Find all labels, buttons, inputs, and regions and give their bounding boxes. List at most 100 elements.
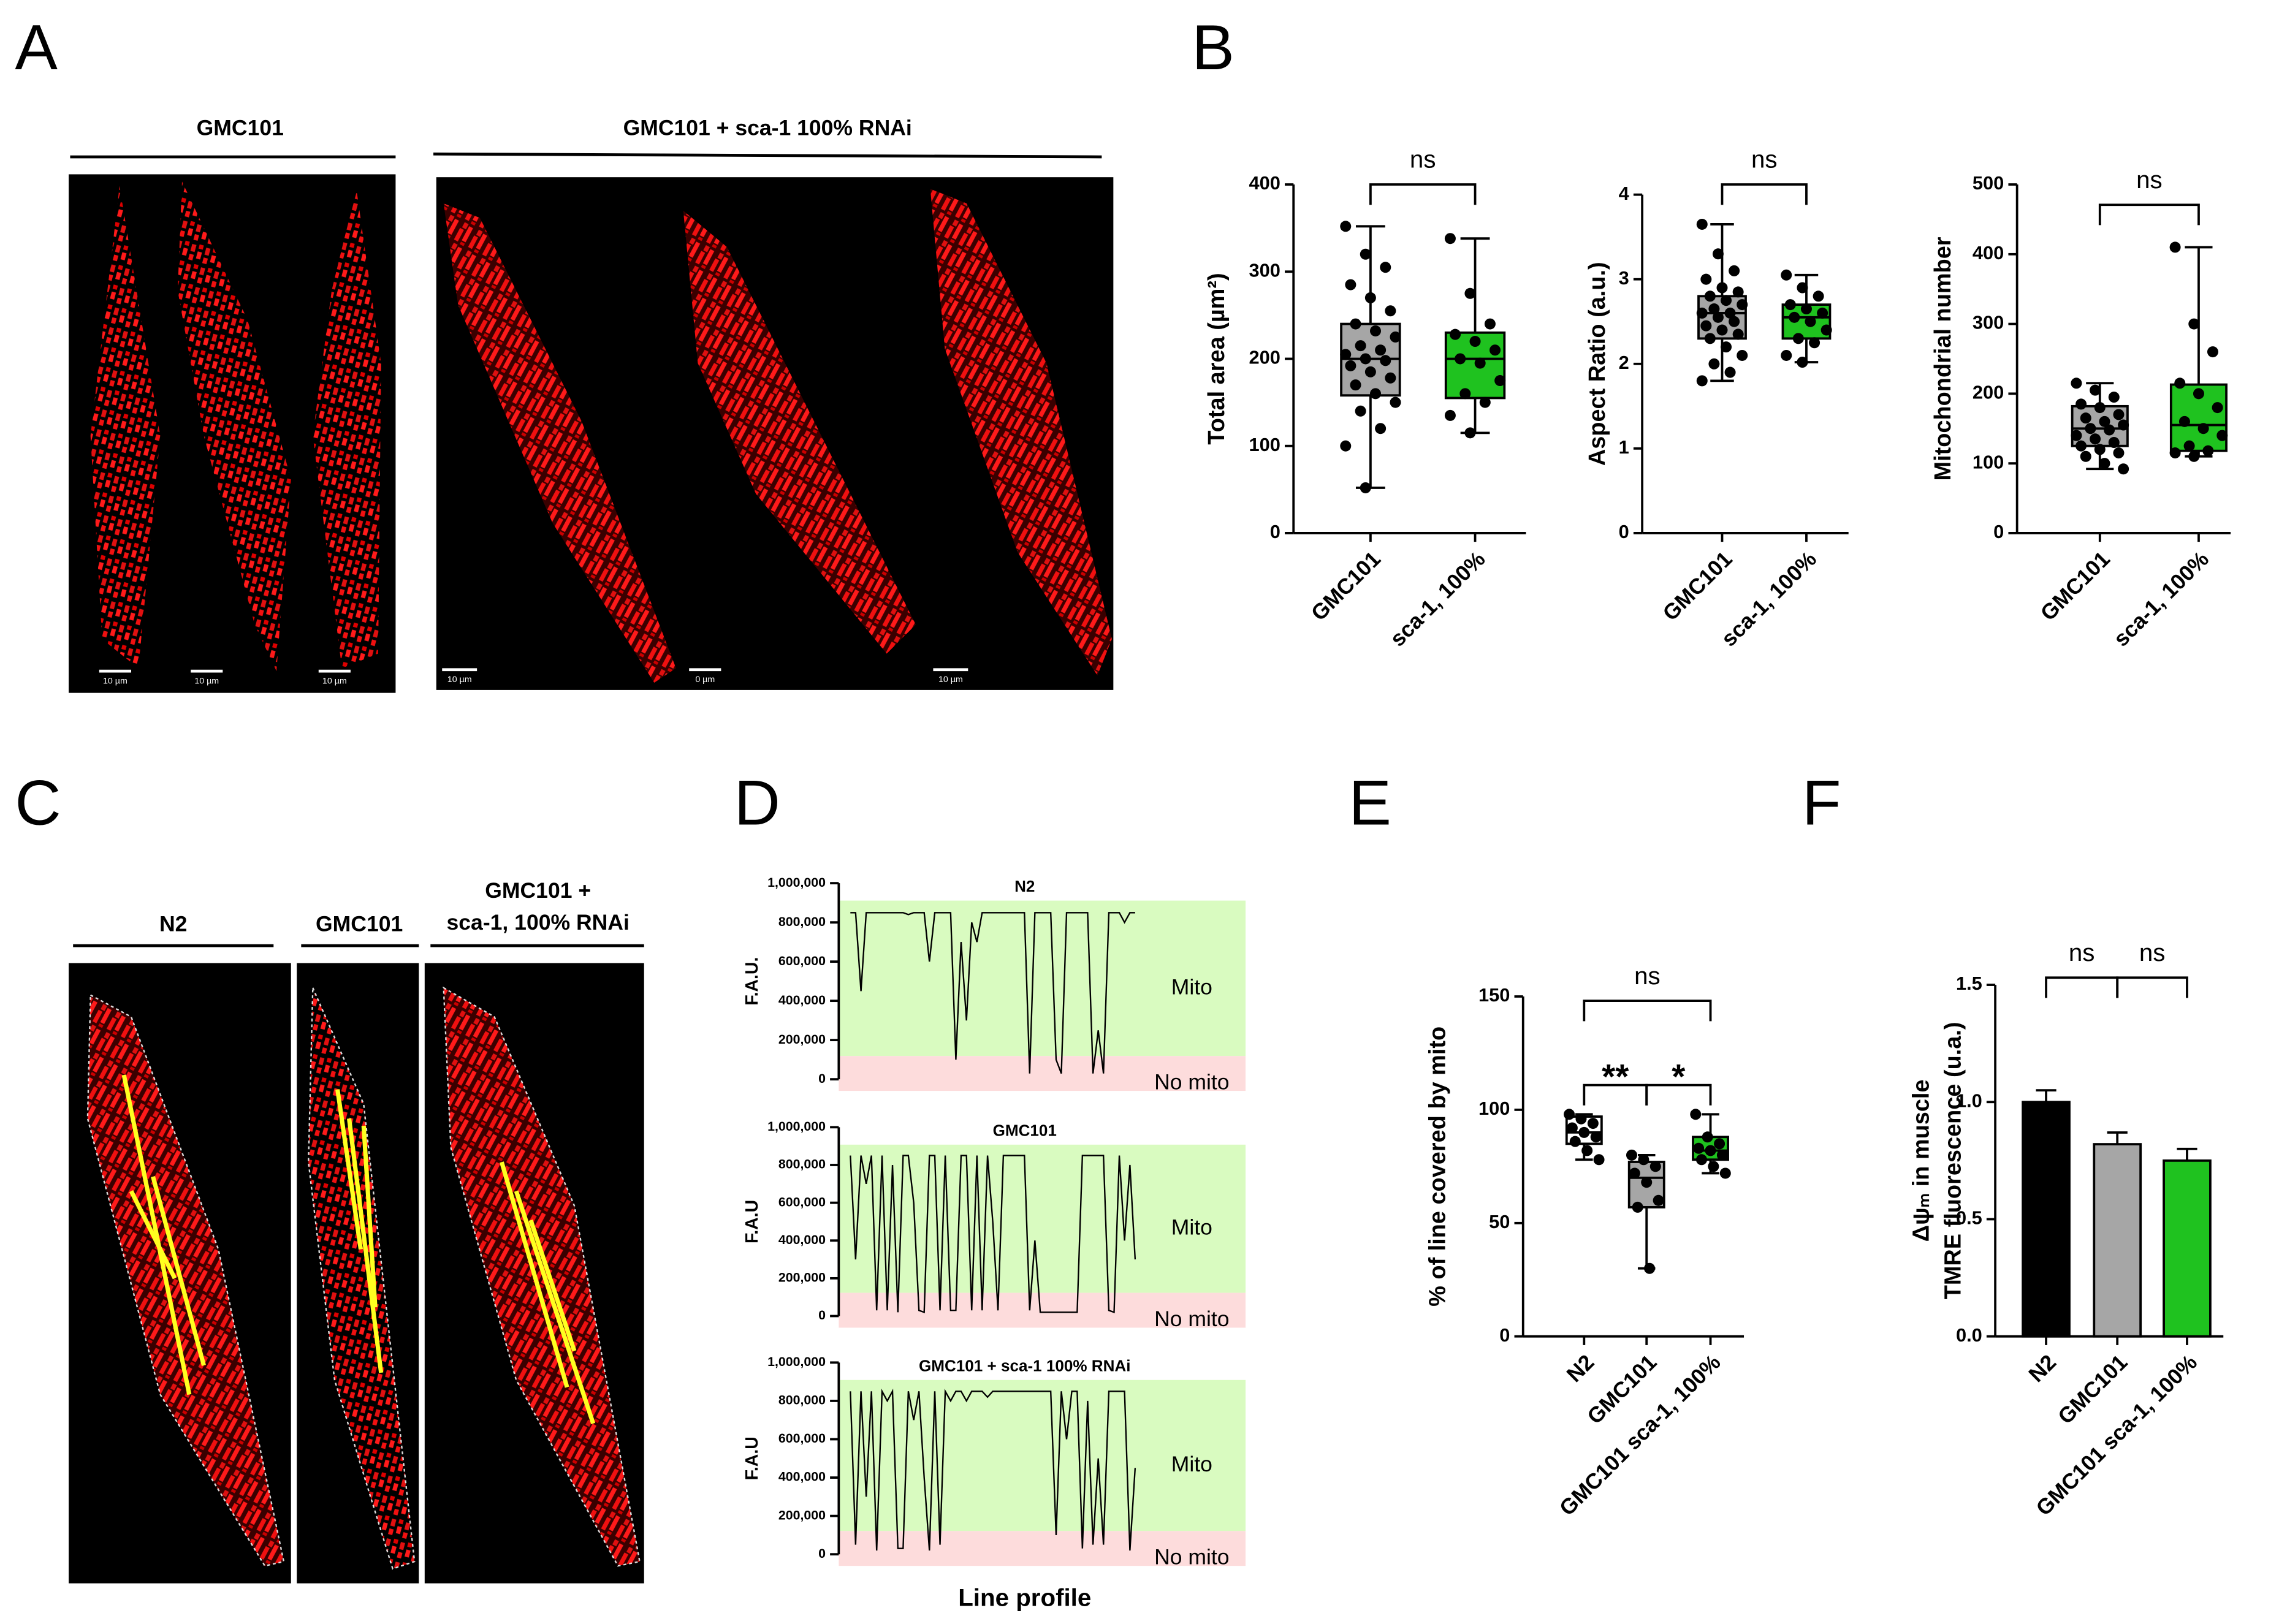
data-point [1581, 1145, 1593, 1156]
panel-label: E [1349, 767, 1391, 838]
data-point [1716, 1149, 1728, 1161]
panel-label: B [1192, 12, 1235, 83]
data-point [1638, 1154, 1649, 1166]
x-tick-label: N2 [1562, 1350, 1599, 1387]
data-point [1729, 265, 1740, 276]
chart-title: N2 [1014, 877, 1035, 895]
scale-label: 10 µm [194, 676, 219, 686]
line-scan [335, 1089, 363, 1250]
data-point [1781, 349, 1792, 361]
significance-label: ns [2139, 939, 2166, 966]
data-point [1700, 273, 1712, 285]
data-point [2085, 423, 2096, 434]
no-mito-region [839, 1292, 1246, 1328]
data-point [1632, 1201, 1643, 1213]
data-point [2169, 241, 2181, 253]
data-point [1385, 372, 1396, 384]
y-tick-label: 1.5 [1956, 973, 1982, 994]
data-point [1450, 328, 1461, 340]
data-point [2075, 440, 2087, 452]
panel-labels: A B C D E F [15, 12, 1841, 839]
bar [2163, 1159, 2212, 1338]
significance-bracket [1583, 1000, 1712, 1022]
data-point [1729, 316, 1740, 327]
data-point [1705, 1145, 1716, 1156]
profile-line [850, 1388, 1136, 1551]
data-point [1345, 279, 1356, 290]
data-point [1340, 349, 1352, 360]
data-point [1364, 366, 1376, 378]
region-label: No mito [1154, 1070, 1229, 1095]
y-axis-label: F.A.U [742, 1436, 762, 1480]
data-point [1653, 1194, 1664, 1206]
significance-bracket [1645, 1083, 1712, 1106]
data-point [2104, 424, 2115, 436]
mito-region [839, 900, 1246, 1057]
y-tick-label: 0.5 [1956, 1207, 1982, 1229]
panel-label: C [15, 767, 61, 838]
chart-title: GMC101 + sca-1 100% RNAi [919, 1356, 1131, 1375]
data-point [1644, 1262, 1656, 1274]
cell [177, 181, 291, 672]
x-tick-label: sca-1, 100% [2109, 547, 2213, 651]
y-tick-label: 600,000 [778, 1194, 826, 1209]
data-point [1369, 325, 1382, 336]
data-point [1566, 1122, 1578, 1134]
data-point [2113, 447, 2125, 459]
data-point [1708, 303, 1720, 315]
data-point [1797, 282, 1808, 294]
data-point [2099, 415, 2110, 427]
data-point [2188, 318, 2200, 330]
significance-label: ** [1602, 1058, 1629, 1096]
data-point [1737, 349, 1748, 361]
image-header: GMC101 + [485, 878, 591, 903]
image-header: GMC101 [197, 115, 284, 140]
data-point [1629, 1167, 1640, 1179]
significance-bracket [1721, 183, 1808, 205]
region-label: No mito [1154, 1545, 1229, 1569]
panel-label: F [1802, 767, 1841, 838]
y-tick-label: 600,000 [778, 954, 826, 968]
data-point [1821, 324, 1832, 336]
data-point [1719, 1167, 1731, 1179]
y-axis-label: TMRE fluorescence (u.a.) [1941, 1022, 1966, 1299]
data-point [2080, 412, 2091, 424]
data-point [2207, 346, 2218, 358]
scale-bars: 10 µm 10 µm 10 µm 10 µm 0 µm 10 µm [103, 675, 963, 686]
header-rules [70, 152, 1102, 947]
data-point [2216, 430, 2228, 441]
data-point [1700, 320, 1712, 332]
y-tick-label: 200,000 [778, 1508, 826, 1522]
data-point [1587, 1118, 1599, 1129]
data-point [1593, 1154, 1605, 1166]
data-point [1345, 360, 1356, 371]
y-tick-label: 0 [1993, 521, 2004, 542]
data-point [1578, 1126, 1590, 1138]
data-point [2212, 402, 2223, 414]
y-tick-label: 0 [818, 1546, 826, 1561]
data-point [2099, 458, 2110, 469]
scale-bar-lines [99, 668, 968, 673]
y-tick-label: 300 [1249, 259, 1280, 281]
significance-label: ns [1751, 146, 1778, 173]
y-tick-label: 1,000,000 [767, 1119, 826, 1134]
data-point [2080, 450, 2091, 462]
significance-bracket [1369, 183, 1477, 205]
y-tick-label: 3 [1619, 267, 1629, 289]
data-point [2113, 409, 2125, 420]
image-header: GMC101 + sca-1 100% RNAi [623, 115, 912, 140]
data-point [1712, 248, 1724, 260]
data-point [1360, 482, 1371, 493]
y-tick-label: 800,000 [778, 1157, 826, 1172]
y-tick-label: 150 [1478, 984, 1510, 1006]
data-point [1805, 316, 1816, 327]
data-point [1444, 233, 1456, 245]
region-label: No mito [1154, 1307, 1229, 1331]
data-point [1732, 328, 1744, 340]
data-point [1737, 299, 1748, 311]
cell [683, 210, 916, 654]
y-tick-label: 600,000 [778, 1431, 826, 1446]
scale-label: 10 µm [103, 676, 127, 686]
data-point [1464, 427, 1476, 439]
